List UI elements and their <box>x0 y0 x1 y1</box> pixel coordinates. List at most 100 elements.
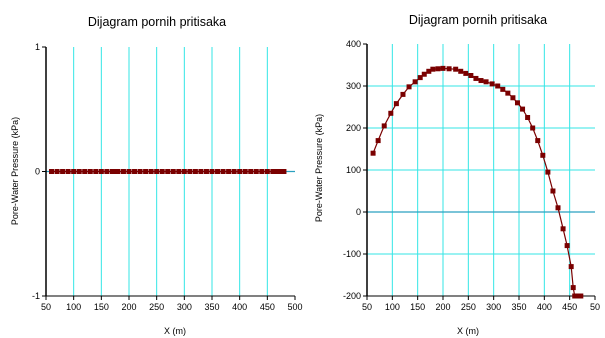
left-data-point <box>109 169 115 174</box>
left-data-point <box>187 169 193 174</box>
right-data-point <box>463 70 469 76</box>
left-data-point <box>54 169 60 174</box>
right-data-point <box>478 78 484 84</box>
right-x-tick-label: 200 <box>435 302 450 312</box>
right-x-tick-label: 100 <box>385 302 400 312</box>
left-data-point <box>87 169 93 174</box>
chart-right: Dijagram pornih pritisaka X (m) Pore-Wat… <box>314 13 600 336</box>
right-y-tick-label: -100 <box>343 249 361 259</box>
right-data-point <box>535 138 541 144</box>
left-x-tick-label: 400 <box>232 302 247 312</box>
right-data-point <box>483 79 489 85</box>
left-data-point <box>281 169 287 174</box>
left-data-point <box>220 169 226 174</box>
left-data-point <box>104 169 110 174</box>
right-data-point <box>388 110 394 116</box>
left-data-point <box>137 169 143 174</box>
right-y-tick-label: -200 <box>343 291 361 301</box>
left-data-point <box>148 169 154 174</box>
right-data-point <box>430 66 436 72</box>
right-x-tick-label: 400 <box>537 302 552 312</box>
right-data-point <box>495 83 501 89</box>
left-y-tick-label: 0 <box>35 167 40 177</box>
right-y-tick-label: 400 <box>346 39 361 49</box>
chart-left: Dijagram pornih pritisaka X (m) Pore-Wat… <box>10 15 303 336</box>
left-data-point <box>278 169 284 174</box>
left-data-point <box>192 169 198 174</box>
right-data-point <box>440 65 446 71</box>
right-data-point <box>435 66 441 72</box>
left-x-tick-label: 450 <box>260 302 275 312</box>
left-data-point <box>253 169 259 174</box>
left-data-point <box>203 169 209 174</box>
left-x-tick-label: 250 <box>149 302 164 312</box>
left-data-point <box>231 169 237 174</box>
left-data-point <box>120 169 126 174</box>
right-data-point <box>417 75 423 81</box>
left-data-point <box>49 169 55 174</box>
right-x-tick-label: 50 <box>362 302 372 312</box>
right-y-tick-label: 300 <box>346 81 361 91</box>
left-x-tick-label: 50 <box>41 302 51 312</box>
left-data-point <box>215 169 221 174</box>
left-data-point <box>115 169 121 174</box>
left-data-point <box>98 169 104 174</box>
left-data-point <box>181 169 187 174</box>
left-data-point <box>248 169 254 174</box>
left-data-point <box>132 169 138 174</box>
left-data-point <box>237 169 243 174</box>
right-data-point <box>446 66 452 72</box>
chart-left-title: Dijagram pornih pritisaka <box>88 15 226 29</box>
left-x-tick-label: 500 <box>287 302 302 312</box>
left-data-point <box>71 169 77 174</box>
right-data-point <box>489 81 495 87</box>
right-x-tick-label: 350 <box>511 302 526 312</box>
right-data-point <box>555 205 561 211</box>
left-x-tick-label: 100 <box>66 302 81 312</box>
left-data-point <box>93 169 99 174</box>
left-x-tick-label: 350 <box>204 302 219 312</box>
right-data-point <box>505 90 511 96</box>
left-data-point <box>76 169 82 174</box>
left-data-point <box>198 169 204 174</box>
right-data-point <box>453 66 459 72</box>
right-data-point <box>514 100 520 106</box>
right-data-point <box>426 68 432 74</box>
right-x-tick-label: 450 <box>562 302 577 312</box>
left-data-point <box>159 169 165 174</box>
right-data-point <box>525 115 531 120</box>
left-data-point <box>126 169 132 174</box>
left-data-point <box>259 169 265 174</box>
left-y-tick-label: 1 <box>35 42 40 52</box>
right-data-point <box>570 285 576 291</box>
left-data-point <box>264 169 270 174</box>
left-data-point <box>270 169 276 174</box>
right-data-point <box>375 138 381 144</box>
right-x-tick-label: 150 <box>410 302 425 312</box>
left-x-tick-label: 150 <box>94 302 109 312</box>
chart-right-xlabel: X (m) <box>457 326 479 336</box>
right-data-point <box>530 125 536 131</box>
chart-right-ylabel: Pore-Water Pressure (kPa) <box>314 114 324 222</box>
left-data-point <box>82 169 88 174</box>
chart-right-title: Dijagram pornih pritisaka <box>409 13 547 27</box>
right-y-tick-label: 100 <box>346 165 361 175</box>
right-data-point <box>520 106 526 112</box>
right-data-point <box>393 101 399 107</box>
right-data-point <box>540 152 546 158</box>
left-data-point <box>209 169 215 174</box>
left-data-point <box>165 169 171 174</box>
right-y-tick-label: 0 <box>356 207 361 217</box>
right-data-point <box>564 243 570 249</box>
left-data-point <box>273 169 279 174</box>
right-data-point <box>406 84 412 90</box>
right-x-tick-label: 300 <box>486 302 501 312</box>
right-data-point <box>468 73 474 78</box>
chart-left-ylabel: Pore-Water Pressure (kPa) <box>10 117 20 225</box>
right-data-point <box>545 169 551 175</box>
right-data-point <box>575 293 581 299</box>
left-data-point <box>170 169 176 174</box>
right-data-point <box>370 150 376 156</box>
right-data-point <box>473 75 479 81</box>
